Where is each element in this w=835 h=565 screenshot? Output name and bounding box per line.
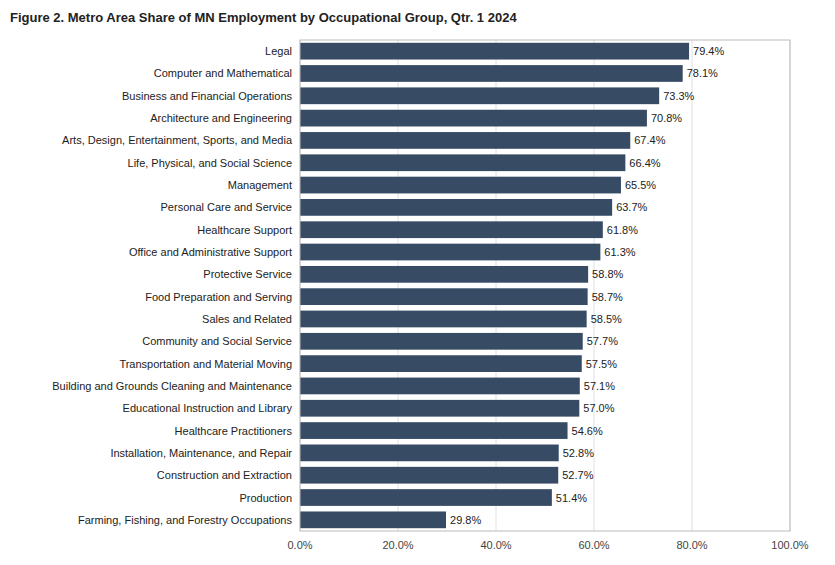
category-label: Personal Care and Service [161, 201, 292, 213]
bar [300, 199, 612, 216]
category-label: Healthcare Practitioners [175, 425, 293, 437]
bar [300, 110, 647, 127]
bar [300, 333, 583, 350]
data-label: 65.5% [625, 179, 656, 191]
data-label: 52.8% [563, 447, 594, 459]
data-label: 57.0% [583, 402, 614, 414]
chart-container: Figure 2. Metro Area Share of MN Employm… [0, 0, 835, 565]
data-label: 58.8% [592, 268, 623, 280]
category-label: Management [228, 179, 292, 191]
plot-frame [300, 40, 790, 531]
bar [300, 154, 625, 171]
data-label: 61.8% [607, 224, 638, 236]
category-label: Legal [265, 45, 292, 57]
category-label: Business and Financial Operations [122, 90, 292, 102]
x-tick-label: 100.0% [771, 539, 809, 551]
category-label: Architecture and Engineering [150, 112, 292, 124]
bar [300, 266, 588, 283]
bars [300, 43, 689, 528]
data-label: 61.3% [604, 246, 635, 258]
category-label: Healthcare Support [197, 224, 292, 236]
data-label: 70.8% [651, 112, 682, 124]
bar [300, 489, 552, 506]
data-label: 58.5% [591, 313, 622, 325]
title: Figure 2. Metro Area Share of MN Employm… [10, 10, 517, 25]
bar [300, 132, 630, 149]
data-label: 29.8% [450, 514, 481, 526]
category-label: Farming, Fishing, and Forestry Occupatio… [78, 514, 292, 526]
category-label: Arts, Design, Entertainment, Sports, and… [62, 134, 293, 146]
data-label: 57.5% [586, 358, 617, 370]
bar [300, 311, 587, 328]
data-label: 54.6% [572, 425, 603, 437]
category-label: Building and Grounds Cleaning and Mainte… [52, 380, 292, 392]
data-label: 63.7% [616, 201, 647, 213]
category-label: Community and Social Service [142, 335, 292, 347]
category-label: Transportation and Material Moving [119, 358, 292, 370]
data-label: 57.1% [584, 380, 615, 392]
category-label: Educational Instruction and Library [123, 402, 293, 414]
grid-line [692, 40, 693, 531]
x-axis: 0.0% 20.0% 40.0% 60.0% 80.0% 100.0% [287, 40, 808, 551]
x-tick-label: 80.0% [676, 539, 707, 551]
data-label: 52.7% [562, 469, 593, 481]
data-label: 79.4% [693, 45, 724, 57]
data-label: 78.1% [687, 67, 718, 79]
data-label: 51.4% [556, 492, 587, 504]
bar [300, 177, 621, 194]
labels: Legal 79.4% Computer and Mathematical 78.1%… [52, 45, 724, 526]
category-label: Protective Service [203, 268, 292, 280]
data-label: 66.4% [629, 157, 660, 169]
x-tick-label: 20.0% [382, 539, 413, 551]
data-label: 67.4% [634, 134, 665, 146]
category-label: Sales and Related [202, 313, 292, 325]
category-label: Production [239, 492, 292, 504]
bar [300, 87, 659, 104]
data-label: 57.7% [587, 335, 618, 347]
category-label: Office and Administrative Support [129, 246, 292, 258]
x-tick-label: 0.0% [287, 539, 312, 551]
category-label: Construction and Extraction [157, 469, 292, 481]
chart-svg: Figure 2. Metro Area Share of MN Employm… [0, 0, 835, 565]
category-label: Installation, Maintenance, and Repair [110, 447, 292, 459]
bar [300, 244, 600, 261]
bar [300, 400, 579, 417]
category-label: Food Preparation and Serving [145, 291, 292, 303]
data-label: 73.3% [663, 90, 694, 102]
bar [300, 378, 580, 395]
x-tick-label: 40.0% [480, 539, 511, 551]
bar [300, 288, 588, 305]
bar [300, 467, 558, 484]
x-tick-label: 60.0% [578, 539, 609, 551]
bar [300, 422, 568, 439]
category-label: Life, Physical, and Social Science [128, 157, 292, 169]
category-label: Computer and Mathematical [154, 67, 292, 79]
bar [300, 43, 689, 60]
bar [300, 65, 683, 82]
data-label: 58.7% [592, 291, 623, 303]
bar [300, 221, 603, 238]
bar [300, 445, 559, 462]
bar [300, 511, 446, 528]
bar [300, 355, 582, 372]
